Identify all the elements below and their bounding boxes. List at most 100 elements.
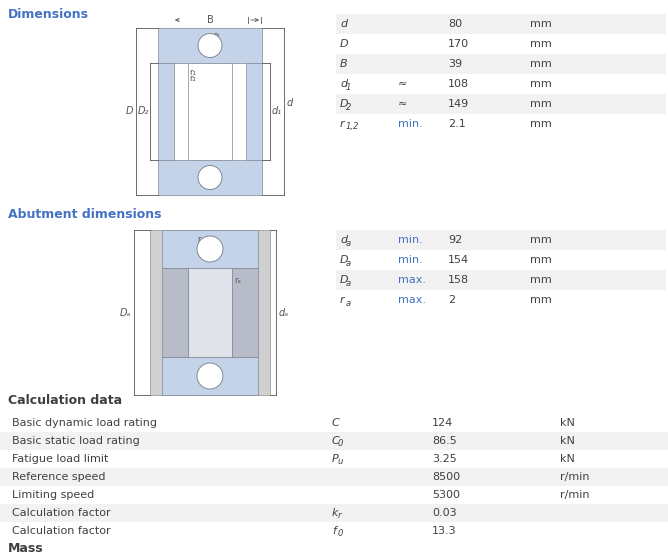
Text: Basic static load rating: Basic static load rating <box>12 436 140 446</box>
Circle shape <box>198 34 222 58</box>
Text: 39: 39 <box>448 59 462 69</box>
Text: Abutment dimensions: Abutment dimensions <box>8 208 162 222</box>
Text: 124: 124 <box>432 418 454 428</box>
Text: min.: min. <box>398 119 423 129</box>
Text: B: B <box>206 15 213 25</box>
Text: k: k <box>332 508 339 518</box>
Text: rₐ: rₐ <box>234 276 241 285</box>
Text: Reference speed: Reference speed <box>12 472 106 482</box>
Text: D₂: D₂ <box>138 106 149 116</box>
Text: kN: kN <box>560 418 575 428</box>
Text: Calculation factor: Calculation factor <box>12 508 111 518</box>
Text: 13.3: 13.3 <box>432 526 457 536</box>
Text: Dₐ: Dₐ <box>120 307 131 318</box>
Text: mm: mm <box>530 255 552 265</box>
Text: B: B <box>340 59 347 69</box>
Text: Dimensions: Dimensions <box>8 7 89 21</box>
Text: a: a <box>346 298 351 307</box>
Text: rₐ: rₐ <box>197 235 204 244</box>
Text: P: P <box>332 454 339 464</box>
Text: C: C <box>332 418 340 428</box>
Text: mm: mm <box>530 99 552 109</box>
Text: r₁: r₁ <box>189 68 196 77</box>
Text: D: D <box>340 275 349 285</box>
Text: Fatigue load limit: Fatigue load limit <box>12 454 108 464</box>
Text: r₂: r₂ <box>189 74 196 83</box>
Text: a: a <box>346 239 351 248</box>
Text: D: D <box>340 39 349 49</box>
Text: mm: mm <box>530 235 552 245</box>
Text: kN: kN <box>560 454 575 464</box>
Text: 2: 2 <box>448 295 455 305</box>
Text: r: r <box>340 295 345 305</box>
Text: d: d <box>340 235 347 245</box>
Text: D: D <box>340 99 349 109</box>
Text: 149: 149 <box>448 99 469 109</box>
Text: 1,2: 1,2 <box>346 123 359 132</box>
Text: r/min: r/min <box>560 490 589 500</box>
Text: 0: 0 <box>338 530 343 539</box>
Bar <box>158 160 262 195</box>
Text: ≈: ≈ <box>398 79 407 89</box>
Text: 86.5: 86.5 <box>432 436 457 446</box>
Text: Limiting speed: Limiting speed <box>12 490 94 500</box>
Text: 3.25: 3.25 <box>432 454 457 464</box>
Circle shape <box>197 363 223 389</box>
Bar <box>188 268 232 357</box>
Text: min.: min. <box>398 255 423 265</box>
Bar <box>336 270 666 290</box>
Bar <box>150 230 270 395</box>
Bar <box>158 63 174 160</box>
Text: 2.1: 2.1 <box>448 119 466 129</box>
Text: Mass: Mass <box>8 542 43 554</box>
Bar <box>0 432 668 450</box>
Text: 158: 158 <box>448 275 469 285</box>
Text: max.: max. <box>398 295 426 305</box>
Text: d₁: d₁ <box>272 106 282 116</box>
Text: r₂: r₂ <box>213 31 220 40</box>
Bar <box>336 54 666 74</box>
Text: mm: mm <box>530 275 552 285</box>
Text: min.: min. <box>398 235 423 245</box>
Text: a: a <box>346 278 351 287</box>
Text: 80: 80 <box>448 19 462 29</box>
Bar <box>0 468 668 486</box>
Bar <box>158 28 262 63</box>
Text: d: d <box>287 99 293 109</box>
Text: d: d <box>340 79 347 89</box>
Bar <box>336 94 666 114</box>
Bar <box>336 230 666 250</box>
Text: r₁: r₁ <box>213 38 220 47</box>
Text: dₐ: dₐ <box>279 307 289 318</box>
Text: mm: mm <box>530 19 552 29</box>
Bar <box>188 63 232 160</box>
Bar <box>162 357 258 395</box>
Text: 8500: 8500 <box>432 472 460 482</box>
Text: ≈: ≈ <box>398 99 407 109</box>
Text: a: a <box>346 259 351 268</box>
Circle shape <box>197 236 223 262</box>
Text: d: d <box>340 19 347 29</box>
Text: Basic dynamic load rating: Basic dynamic load rating <box>12 418 157 428</box>
Text: max.: max. <box>398 275 426 285</box>
Text: r: r <box>340 119 345 129</box>
Text: 1: 1 <box>346 82 351 91</box>
Circle shape <box>198 166 222 189</box>
Bar <box>162 230 258 268</box>
Bar <box>162 268 188 357</box>
Bar <box>336 14 666 34</box>
Text: D: D <box>340 255 349 265</box>
Text: C: C <box>332 436 340 446</box>
Text: 5300: 5300 <box>432 490 460 500</box>
Text: 170: 170 <box>448 39 469 49</box>
Bar <box>246 63 262 160</box>
Text: mm: mm <box>530 39 552 49</box>
Text: mm: mm <box>530 119 552 129</box>
Text: 0.03: 0.03 <box>432 508 457 518</box>
Text: Calculation data: Calculation data <box>8 394 122 407</box>
Text: mm: mm <box>530 295 552 305</box>
Text: kN: kN <box>560 436 575 446</box>
Text: mm: mm <box>530 79 552 89</box>
Text: u: u <box>338 458 343 466</box>
Text: Calculation factor: Calculation factor <box>12 526 111 536</box>
